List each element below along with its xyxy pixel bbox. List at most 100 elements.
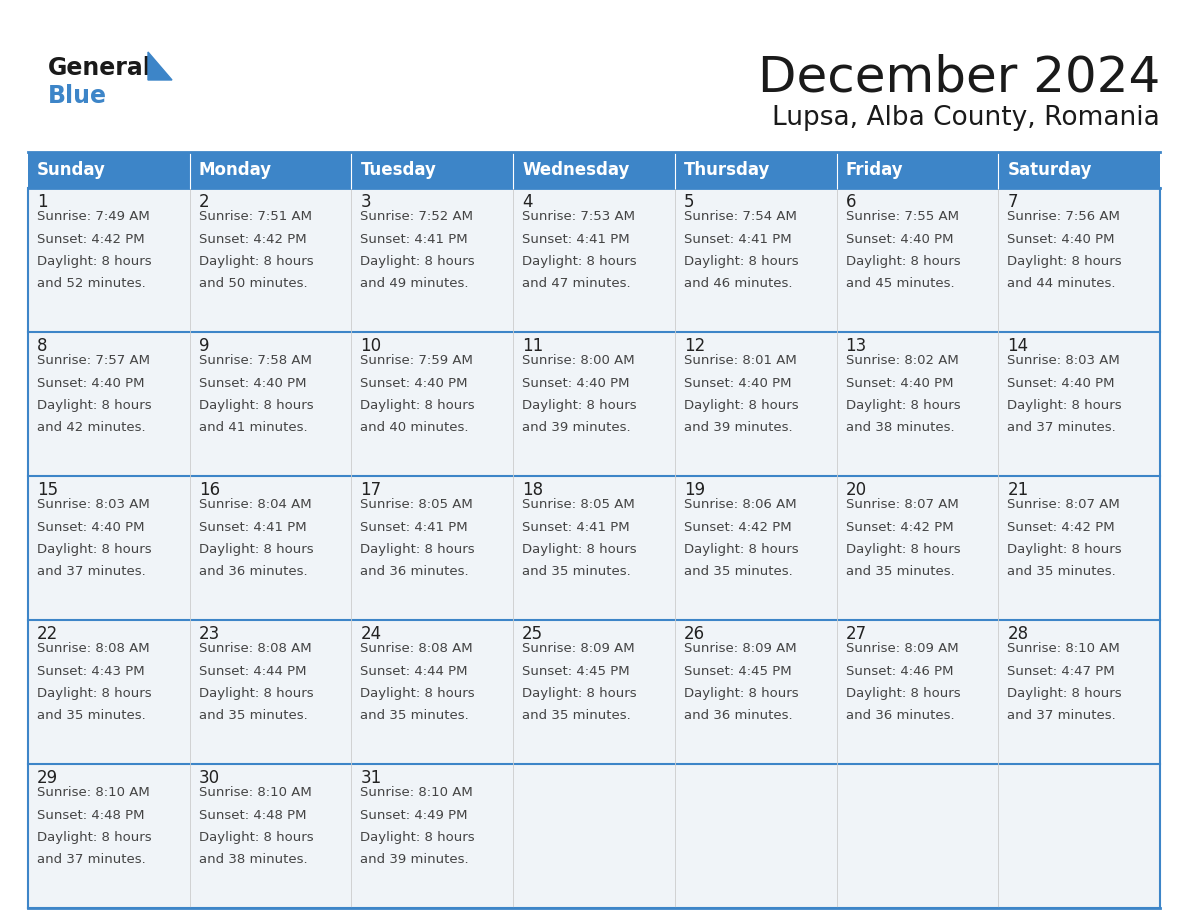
Text: Sunrise: 7:59 AM: Sunrise: 7:59 AM (360, 354, 473, 367)
Bar (836, 152, 998, 188)
Text: Sunset: 4:46 PM: Sunset: 4:46 PM (846, 665, 953, 677)
Bar (29, 332, 190, 476)
Text: 16: 16 (198, 481, 220, 499)
Text: Sunrise: 7:52 AM: Sunrise: 7:52 AM (360, 210, 474, 223)
Text: and 45 minutes.: and 45 minutes. (846, 277, 954, 290)
Bar (998, 620, 1159, 764)
Text: Sunrise: 8:05 AM: Sunrise: 8:05 AM (523, 498, 634, 511)
Text: 29: 29 (37, 769, 58, 787)
Text: and 35 minutes.: and 35 minutes. (523, 710, 631, 722)
Text: Daylight: 8 hours: Daylight: 8 hours (684, 688, 798, 700)
Text: Sunset: 4:40 PM: Sunset: 4:40 PM (198, 376, 307, 390)
Text: and 41 minutes.: and 41 minutes. (198, 421, 308, 434)
Bar (836, 476, 998, 620)
Text: and 35 minutes.: and 35 minutes. (37, 710, 146, 722)
Text: Thursday: Thursday (684, 161, 770, 179)
Text: and 37 minutes.: and 37 minutes. (1007, 710, 1116, 722)
Text: Daylight: 8 hours: Daylight: 8 hours (846, 399, 960, 412)
Text: Sunset: 4:40 PM: Sunset: 4:40 PM (684, 376, 791, 390)
Bar (352, 476, 513, 620)
Bar (998, 152, 1159, 188)
Text: and 36 minutes.: and 36 minutes. (846, 710, 954, 722)
Text: December 2024: December 2024 (758, 54, 1159, 102)
Text: Daylight: 8 hours: Daylight: 8 hours (684, 543, 798, 556)
Text: Wednesday: Wednesday (523, 161, 630, 179)
Bar (29, 764, 190, 908)
Bar (675, 476, 836, 620)
Text: Sunrise: 8:09 AM: Sunrise: 8:09 AM (846, 643, 959, 655)
Text: 5: 5 (684, 193, 694, 211)
Text: Lupsa, Alba County, Romania: Lupsa, Alba County, Romania (772, 105, 1159, 131)
Text: Friday: Friday (846, 161, 903, 179)
Text: Daylight: 8 hours: Daylight: 8 hours (360, 831, 475, 845)
Text: Daylight: 8 hours: Daylight: 8 hours (37, 688, 152, 700)
Text: Sunset: 4:42 PM: Sunset: 4:42 PM (37, 233, 145, 246)
Text: and 39 minutes.: and 39 minutes. (360, 854, 469, 867)
Text: Daylight: 8 hours: Daylight: 8 hours (37, 255, 152, 268)
Text: Sunrise: 8:09 AM: Sunrise: 8:09 AM (684, 643, 796, 655)
Text: Daylight: 8 hours: Daylight: 8 hours (846, 688, 960, 700)
Text: Daylight: 8 hours: Daylight: 8 hours (360, 543, 475, 556)
Bar (675, 332, 836, 476)
Text: Daylight: 8 hours: Daylight: 8 hours (684, 399, 798, 412)
Text: and 35 minutes.: and 35 minutes. (523, 565, 631, 578)
Text: 19: 19 (684, 481, 704, 499)
Bar (675, 620, 836, 764)
Text: Sunrise: 8:03 AM: Sunrise: 8:03 AM (37, 498, 150, 511)
Text: and 35 minutes.: and 35 minutes. (846, 565, 954, 578)
Text: Sunset: 4:40 PM: Sunset: 4:40 PM (523, 376, 630, 390)
Bar (352, 764, 513, 908)
Text: and 44 minutes.: and 44 minutes. (1007, 277, 1116, 290)
Text: and 37 minutes.: and 37 minutes. (37, 565, 146, 578)
Bar (675, 152, 836, 188)
Text: and 40 minutes.: and 40 minutes. (360, 421, 469, 434)
Text: Sunset: 4:41 PM: Sunset: 4:41 PM (684, 233, 791, 246)
Text: Daylight: 8 hours: Daylight: 8 hours (846, 543, 960, 556)
Text: 9: 9 (198, 337, 209, 355)
Text: and 36 minutes.: and 36 minutes. (360, 565, 469, 578)
Text: and 39 minutes.: and 39 minutes. (523, 421, 631, 434)
Text: 2: 2 (198, 193, 209, 211)
Text: 17: 17 (360, 481, 381, 499)
Bar (836, 764, 998, 908)
Bar (513, 152, 675, 188)
Text: and 35 minutes.: and 35 minutes. (360, 710, 469, 722)
Bar (513, 332, 675, 476)
Text: Sunset: 4:40 PM: Sunset: 4:40 PM (1007, 376, 1114, 390)
Bar (998, 764, 1159, 908)
Text: Sunset: 4:40 PM: Sunset: 4:40 PM (37, 521, 145, 534)
Text: and 35 minutes.: and 35 minutes. (1007, 565, 1116, 578)
Text: Daylight: 8 hours: Daylight: 8 hours (198, 399, 314, 412)
Text: 14: 14 (1007, 337, 1029, 355)
Text: Sunset: 4:41 PM: Sunset: 4:41 PM (523, 521, 630, 534)
Text: Sunset: 4:45 PM: Sunset: 4:45 PM (684, 665, 791, 677)
Text: Sunset: 4:41 PM: Sunset: 4:41 PM (360, 233, 468, 246)
Text: Tuesday: Tuesday (360, 161, 436, 179)
Text: Daylight: 8 hours: Daylight: 8 hours (1007, 255, 1121, 268)
Bar (190, 476, 352, 620)
Text: General: General (48, 56, 152, 80)
Text: Sunrise: 7:56 AM: Sunrise: 7:56 AM (1007, 210, 1120, 223)
Bar (998, 188, 1159, 332)
Text: Sunday: Sunday (37, 161, 106, 179)
Bar (352, 620, 513, 764)
Text: Sunrise: 8:04 AM: Sunrise: 8:04 AM (198, 498, 311, 511)
Text: Blue: Blue (48, 84, 107, 108)
Bar (190, 188, 352, 332)
Text: Sunset: 4:40 PM: Sunset: 4:40 PM (846, 376, 953, 390)
Text: Sunset: 4:48 PM: Sunset: 4:48 PM (198, 809, 307, 822)
Bar (190, 764, 352, 908)
Bar (352, 188, 513, 332)
Text: Daylight: 8 hours: Daylight: 8 hours (523, 543, 637, 556)
Text: and 35 minutes.: and 35 minutes. (198, 710, 308, 722)
Text: Daylight: 8 hours: Daylight: 8 hours (198, 688, 314, 700)
Text: 4: 4 (523, 193, 532, 211)
Bar (513, 620, 675, 764)
Text: Sunset: 4:47 PM: Sunset: 4:47 PM (1007, 665, 1114, 677)
Text: and 38 minutes.: and 38 minutes. (846, 421, 954, 434)
Text: Daylight: 8 hours: Daylight: 8 hours (523, 399, 637, 412)
Text: 6: 6 (846, 193, 857, 211)
Text: Daylight: 8 hours: Daylight: 8 hours (1007, 399, 1121, 412)
Text: Daylight: 8 hours: Daylight: 8 hours (360, 399, 475, 412)
Text: 1: 1 (37, 193, 48, 211)
